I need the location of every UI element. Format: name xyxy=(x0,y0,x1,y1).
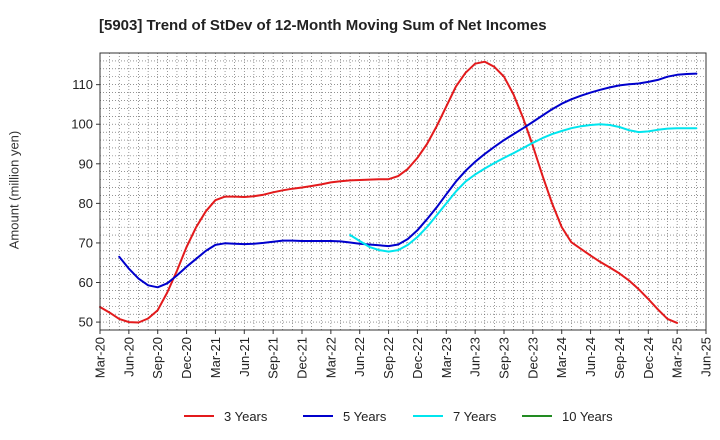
legend-item: 7 Years xyxy=(413,406,496,426)
x-tick-label: Jun-25 xyxy=(699,337,714,377)
legend-item: 5 Years xyxy=(303,406,386,426)
x-tick-label: Sep-20 xyxy=(150,337,165,379)
x-tick-label: Jun-23 xyxy=(468,337,483,377)
legend-swatch xyxy=(522,415,552,417)
x-tick-label: Jun-20 xyxy=(121,337,136,377)
y-tick-labels: 50 60 70 80 90 100 110 xyxy=(71,77,100,330)
series-lines xyxy=(99,60,698,324)
legend-swatch xyxy=(184,415,214,417)
series-line-3-years xyxy=(99,60,679,324)
legend-item: 10 Years xyxy=(522,406,613,426)
plot-border xyxy=(99,52,707,331)
y-tick-label: 80 xyxy=(79,196,93,211)
x-tick-label: Sep-22 xyxy=(381,337,396,379)
y-tick-label: 100 xyxy=(71,117,93,132)
x-tick-label: Sep-23 xyxy=(497,337,512,379)
y-tick-label: 60 xyxy=(79,275,93,290)
y-tick-label: 70 xyxy=(79,235,93,250)
x-tick-label: Dec-23 xyxy=(525,337,540,379)
chart-title: [5903] Trend of StDev of 12-Month Moving… xyxy=(99,17,547,34)
x-tick-label: Dec-20 xyxy=(179,337,194,379)
legend-label: 10 Years xyxy=(562,408,613,424)
x-tick-label: Jun-24 xyxy=(583,337,598,377)
x-tick-label: Mar-22 xyxy=(323,337,338,378)
legend-swatch xyxy=(413,415,443,417)
legend-swatch xyxy=(303,415,333,417)
x-tick-label: Jun-21 xyxy=(237,337,252,377)
legend-label: 3 Years xyxy=(224,408,268,424)
x-tick-label: Dec-21 xyxy=(295,337,310,379)
x-tick-label: Jun-22 xyxy=(352,337,367,377)
legend-label: 7 Years xyxy=(453,408,497,424)
series-line-7-years xyxy=(349,123,698,253)
x-tick-label: Mar-24 xyxy=(554,337,569,378)
y-tick-label: 50 xyxy=(79,315,93,330)
x-tick-label: Dec-22 xyxy=(410,337,425,379)
x-tick-label: Mar-20 xyxy=(93,337,108,378)
x-tick-label: Mar-21 xyxy=(208,337,223,378)
x-tick-label: Mar-25 xyxy=(670,337,685,378)
legend-label: 5 Years xyxy=(343,408,387,424)
legend: 3 Years 5 Years 7 Years 10 Years xyxy=(0,406,720,426)
x-tick-label: Mar-23 xyxy=(439,337,454,378)
y-tick-label: 110 xyxy=(72,77,93,92)
plot-area xyxy=(99,52,707,331)
x-tick-labels: Mar-20 Jun-20 Sep-20 Dec-20 Mar-21 Jun-21 Sep-… xyxy=(93,330,714,379)
y-tick-label: 90 xyxy=(79,156,93,171)
x-tick-label: Sep-24 xyxy=(612,337,627,379)
x-tick-label: Sep-21 xyxy=(266,337,281,379)
x-tick-label: Dec-24 xyxy=(641,337,656,379)
legend-item: 3 Years xyxy=(184,406,267,426)
series-line-5-years xyxy=(118,72,698,289)
